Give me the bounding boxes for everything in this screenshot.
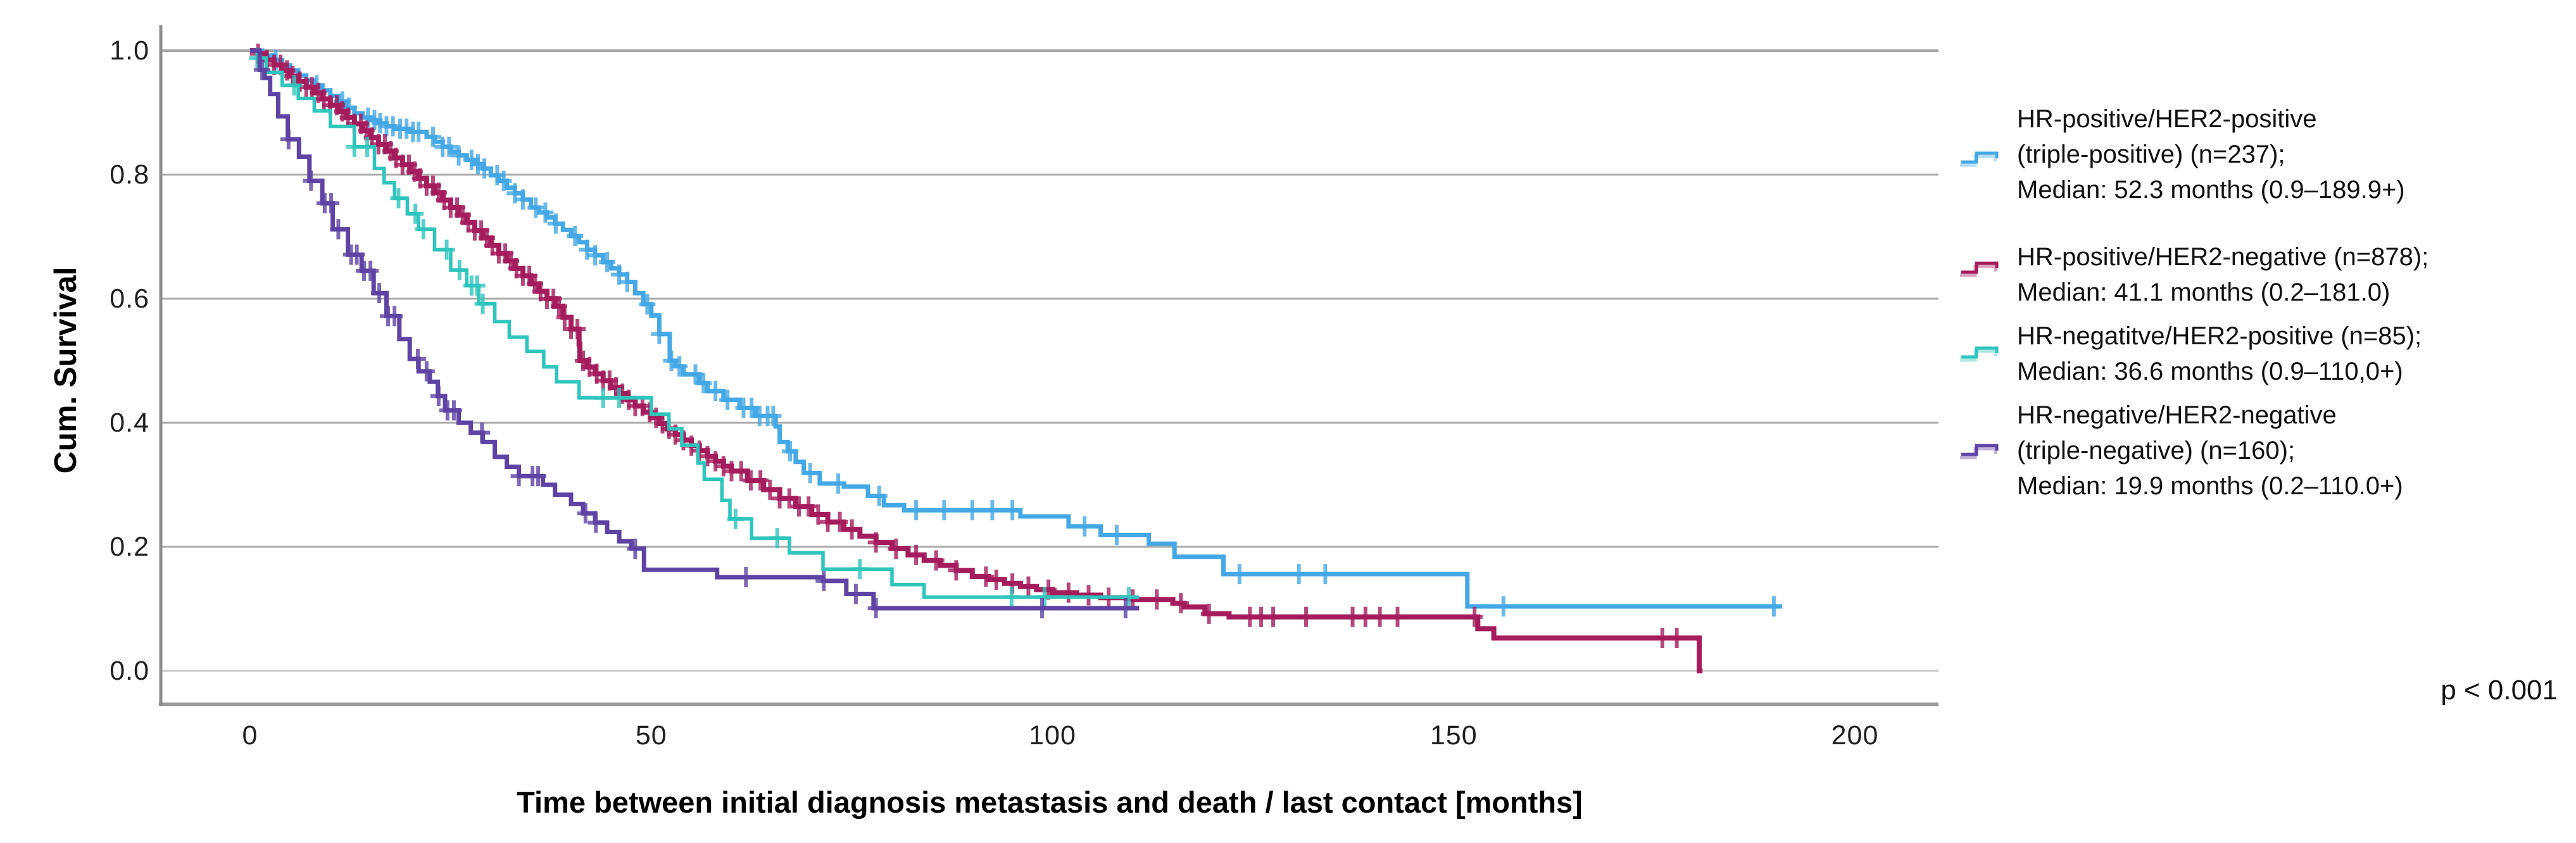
legend-entry-0: HR-positive/HER2-positive (triple-positiv… [2017, 101, 2405, 208]
survival-curve [250, 49, 1140, 599]
y-tick-label-1.0: 1.0 [110, 35, 149, 66]
legend-swatch-3 [1960, 444, 1999, 459]
legend-entry-1: HR-positive/HER2-negative (n=878); Median… [2017, 239, 2428, 310]
legend-swatch-line [1961, 151, 1999, 164]
legend-entry-3: HR-negative/HER2-negative (triple-negativ… [2017, 397, 2403, 504]
y-tick-label-0.4: 0.4 [110, 408, 149, 438]
y-axis-title: Cum. Survival [49, 266, 83, 474]
x-tick-label-100: 100 [1029, 720, 1076, 751]
legend-swatch-2 [1960, 346, 1999, 362]
y-tick-label-0.0: 0.0 [110, 656, 149, 686]
survival-curve [250, 48, 1703, 673]
legend-entry-2: HR-negatitve/HER2-positive (n=85); Median… [2017, 318, 2422, 389]
legend-entry-0-line-0: HR-positive/HER2-positive [2017, 105, 2317, 133]
survival-curve [250, 48, 1782, 609]
p-value-annotation: p < 0.001 [2441, 675, 2558, 706]
legend-entry-2-line-1: Median: 36.6 months (0.9–110,0+) [2017, 358, 2403, 385]
x-tick-label-0: 0 [242, 720, 258, 751]
x-axis-title: Time between initial diagnosis metastasi… [517, 785, 1583, 819]
series-2-hr-negatitve-her2-positive [249, 47, 1140, 608]
legend-entry-3-line-0: HR-negative/HER2-negative [2017, 401, 2337, 429]
y-tick-label-0.8: 0.8 [110, 159, 149, 190]
x-tick-label-150: 150 [1429, 720, 1478, 751]
legend-entry-1-line-1: Median: 41.1 months (0.2–181.0) [2017, 278, 2391, 306]
legend-swatch-line [1961, 346, 1999, 359]
series-3-hr-negative-her2-negative-triple-negative- [250, 48, 1140, 619]
y-tick-label-0.2: 0.2 [110, 532, 149, 562]
x-tick-label-200: 200 [1831, 720, 1879, 751]
legend-entry-3-line-1: (triple-negative) (n=160); [2017, 437, 2296, 465]
legend-entry-3-line-2: Median: 19.9 months (0.2–110.0+) [2017, 472, 2403, 500]
series-0-hr-positive-her2-positive-triple-positive- [250, 48, 1782, 617]
legend-swatch-0 [1960, 151, 1999, 167]
legend-swatch-1 [1960, 261, 1999, 277]
legend-swatch-line [1961, 444, 1999, 456]
legend-entry-0-line-2: Median: 52.3 months (0.9–189.9+) [2017, 176, 2405, 204]
legend-entry-0-line-1: (triple-positive) (n=237); [2017, 140, 2285, 168]
y-tick-label-0.6: 0.6 [110, 284, 149, 314]
legend-entry-1-line-0: HR-positive/HER2-negative (n=878); [2017, 243, 2429, 271]
legend-entry-2-line-0: HR-negatitve/HER2-positive (n=85); [2017, 322, 2422, 350]
x-tick-label-50: 50 [635, 720, 667, 751]
legend-swatch-line [1961, 261, 1999, 274]
series-1-hr-positive-her2-negative [249, 43, 1703, 673]
